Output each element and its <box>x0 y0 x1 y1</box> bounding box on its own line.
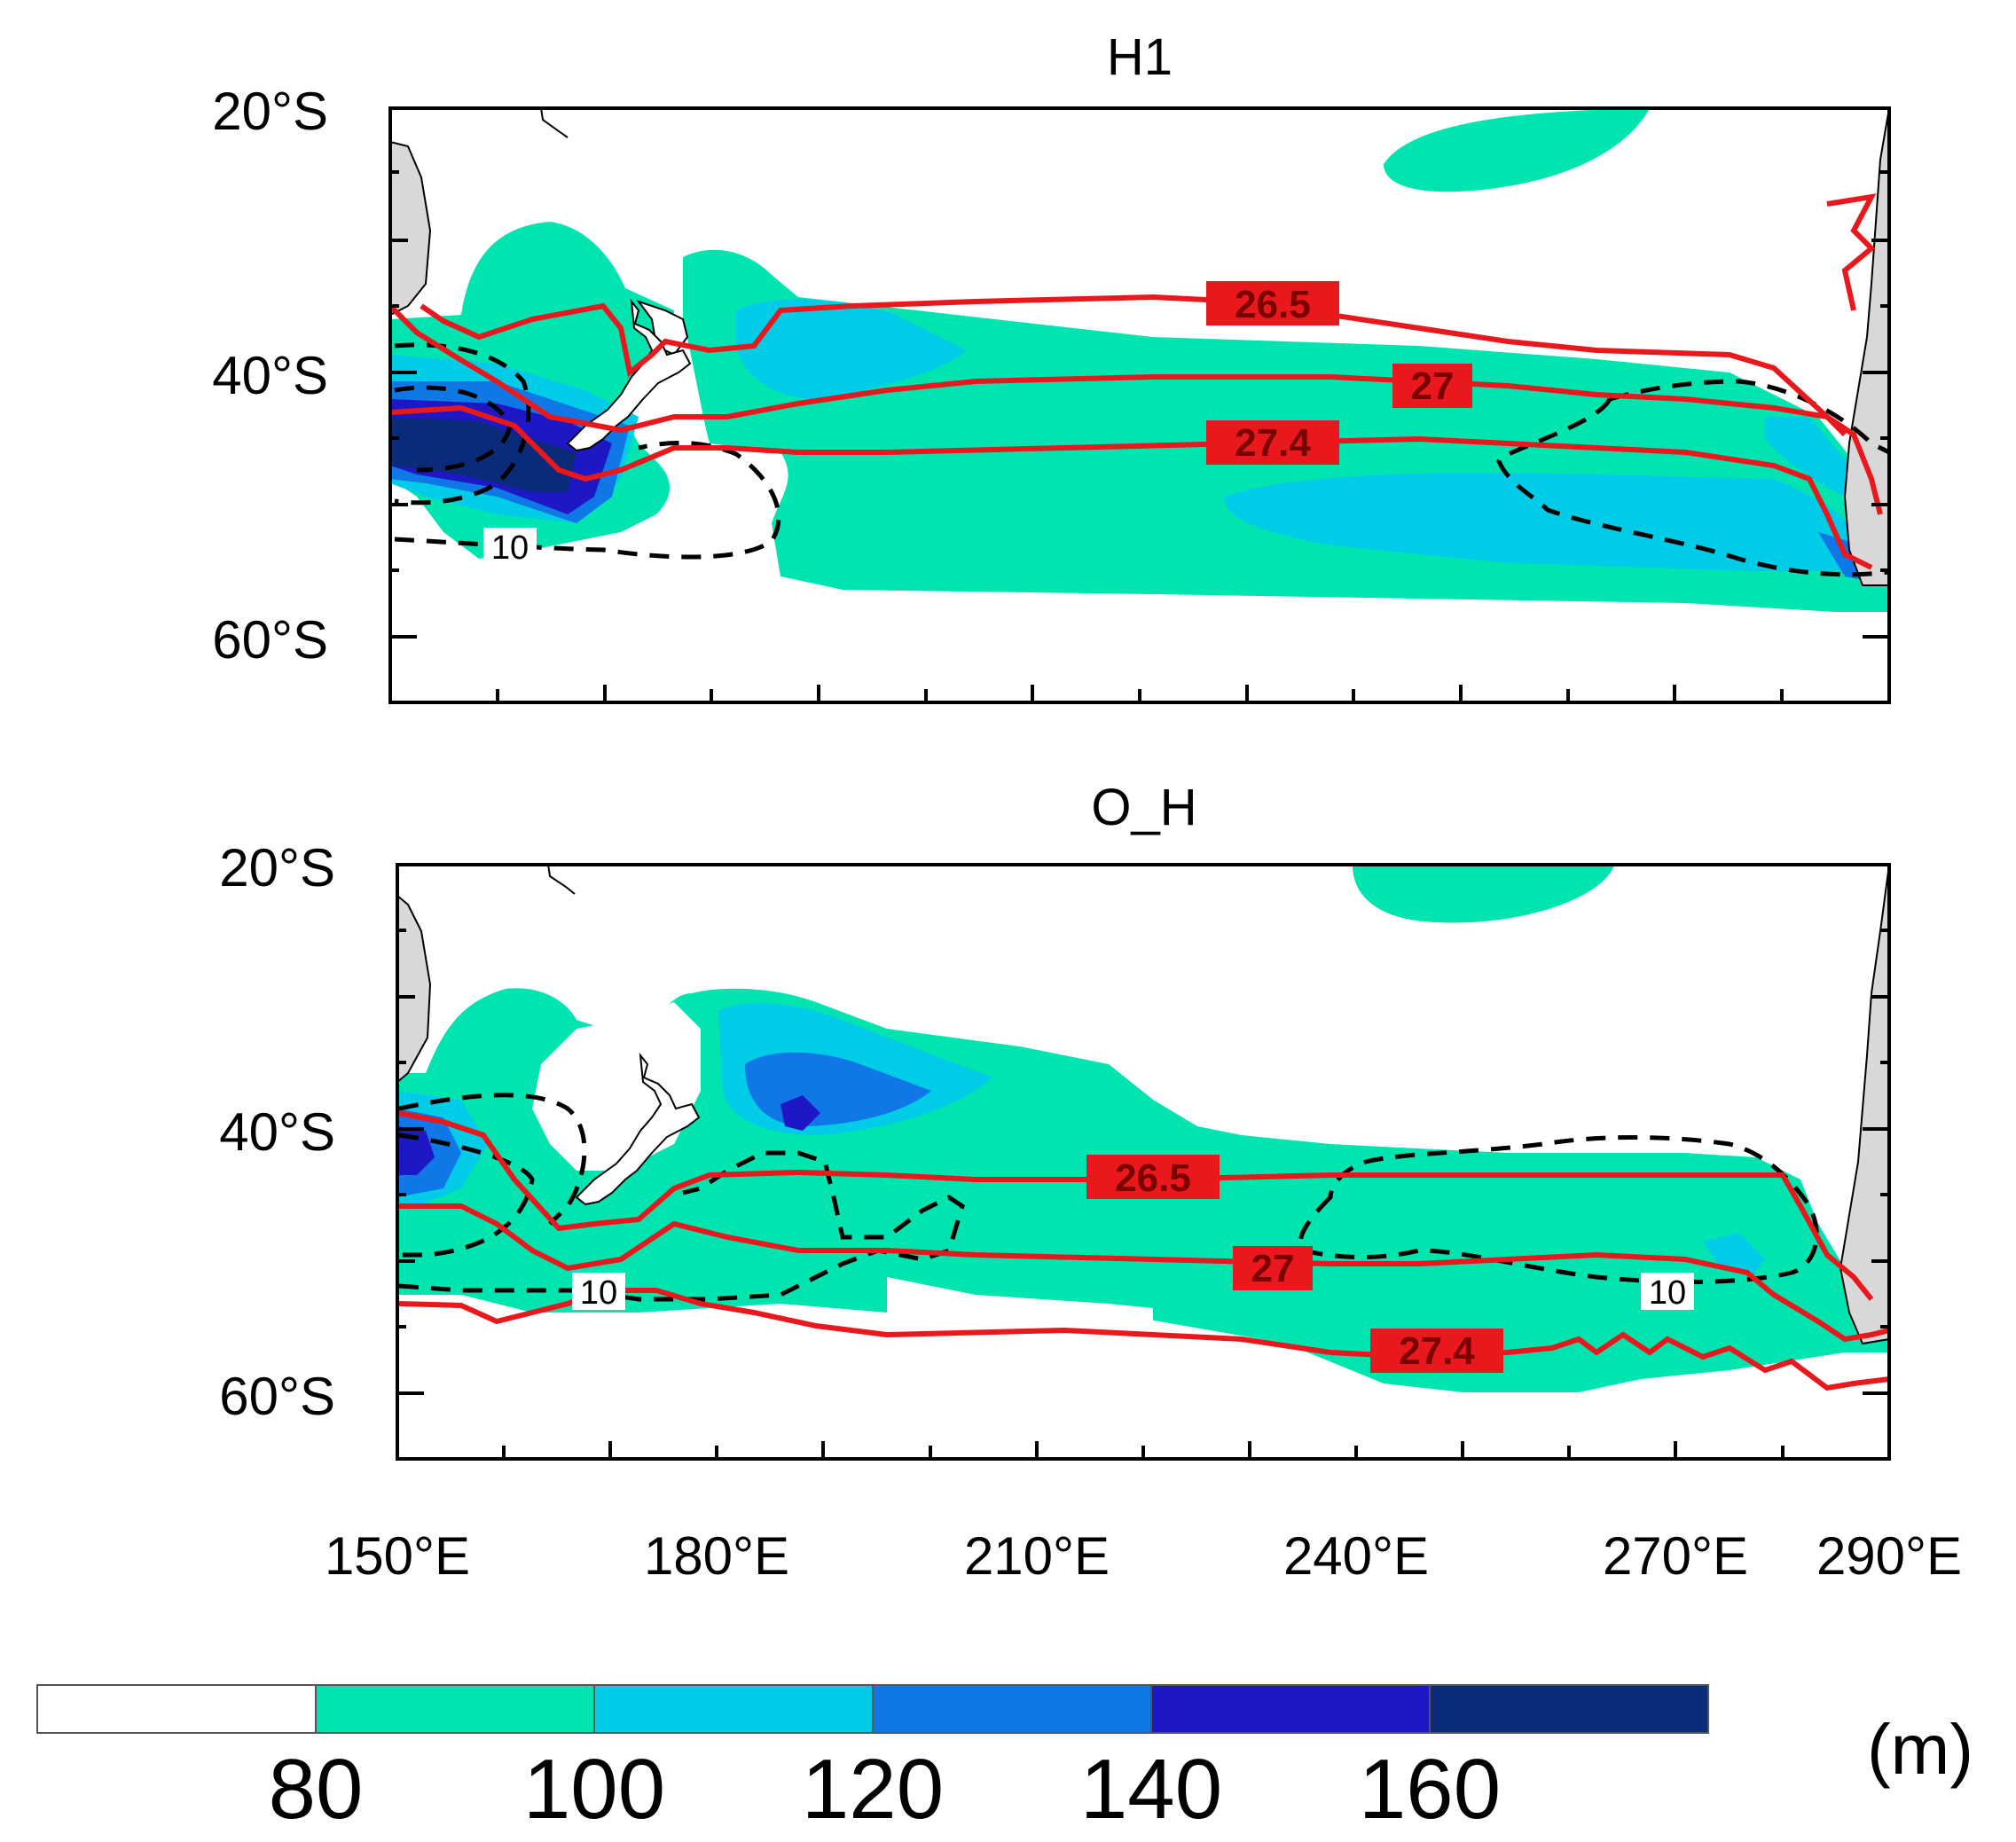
coast-fragment <box>547 865 576 895</box>
svg-text:27.4: 27.4 <box>1399 1329 1475 1373</box>
colorbar-swatch-0 <box>36 1684 317 1734</box>
lon-label-290e: 290°E <box>1816 1526 1962 1586</box>
panel-o-h: O_H <box>219 779 1891 1461</box>
isopycnal-label-2: 27 <box>1233 1246 1313 1290</box>
panel-title: O_H <box>1091 779 1196 836</box>
colorbar-swatch-3 <box>872 1684 1152 1734</box>
colorbar-label-160: 160 <box>1359 1742 1501 1837</box>
lon-label-180e: 180°E <box>644 1526 789 1586</box>
lon-label-240e: 240°E <box>1283 1526 1429 1586</box>
svg-text:27: 27 <box>1251 1247 1295 1290</box>
land <box>397 865 1889 1345</box>
lat-ticks <box>390 106 1889 639</box>
lat-label-40s: 40°S <box>212 346 328 405</box>
colorbar-unit: (m) <box>1867 1710 1973 1789</box>
isopycnal-label-2: 27 <box>1392 364 1472 408</box>
lat-ticks <box>397 863 1889 1395</box>
colorbar-swatch-4 <box>1150 1684 1431 1734</box>
svg-text:27.4: 27.4 <box>1235 421 1311 465</box>
svg-text:27: 27 <box>1411 364 1455 408</box>
lat-label-60s: 60°S <box>219 1367 335 1426</box>
map-area: 26.5 27 27.4 10 <box>390 108 1889 702</box>
isopycnal-label-1: 26.5 <box>1086 1155 1220 1200</box>
coast-fragment <box>540 108 569 138</box>
isopycnal-label-3: 27.4 <box>1370 1329 1503 1373</box>
lon-ticks <box>388 685 1891 702</box>
lon-ticks <box>396 1441 1891 1459</box>
dashed-contour-label-west: 10 <box>572 1273 625 1312</box>
new-zealand-coast <box>575 1052 701 1206</box>
colorbar-label-80: 80 <box>269 1742 364 1837</box>
svg-text:26.5: 26.5 <box>1235 283 1311 326</box>
colorbar-label-120: 120 <box>802 1742 944 1837</box>
lon-label-210e: 210°E <box>964 1526 1110 1586</box>
colorbar-swatch-1 <box>315 1684 595 1734</box>
colorbar-label-140: 140 <box>1080 1742 1222 1837</box>
isopycnal-label-1: 26.5 <box>1206 281 1339 326</box>
lon-labels: 150°E 180°E 210°E 240°E 270°E 290°E <box>325 1526 1962 1586</box>
panel-h1: H1 <box>212 28 1891 704</box>
isopycnals <box>390 193 1883 570</box>
colorbar-label-100: 100 <box>523 1742 665 1837</box>
dashed-contours <box>398 1093 1819 1302</box>
svg-text:10: 10 <box>491 529 529 567</box>
dashed-contour-label: 10 <box>483 528 537 567</box>
svg-text:10: 10 <box>580 1274 617 1312</box>
thickness-160-fill <box>390 417 577 492</box>
lon-label-270e: 270°E <box>1603 1526 1748 1586</box>
lat-label-40s: 40°S <box>219 1102 335 1162</box>
dashed-contour-label-east: 10 <box>1641 1273 1694 1312</box>
lat-label-20s: 20°S <box>219 838 335 897</box>
svg-text:10: 10 <box>1649 1274 1686 1312</box>
map-area: 26.5 27 27.4 10 10 <box>397 865 1889 1459</box>
lat-label-60s: 60°S <box>212 610 328 670</box>
colorbar-swatch-2 <box>593 1684 874 1734</box>
panel-title: H1 <box>1107 28 1173 86</box>
colorbar: 80 100 120 140 160 (m) <box>36 1684 1973 1837</box>
lat-label-20s: 20°S <box>212 82 328 141</box>
colorbar-swatch-5 <box>1429 1684 1709 1734</box>
lon-label-150e: 150°E <box>325 1526 470 1586</box>
svg-text:26.5: 26.5 <box>1115 1156 1191 1200</box>
isopycnal-label-3: 27.4 <box>1206 420 1339 465</box>
